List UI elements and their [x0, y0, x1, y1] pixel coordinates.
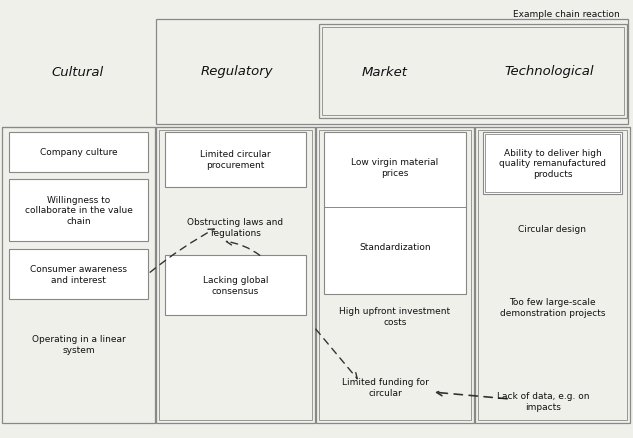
- Text: Operating in a linear
system: Operating in a linear system: [32, 335, 125, 354]
- Bar: [475, 128, 630, 423]
- Text: Obstructing laws and
regulations: Obstructing laws and regulations: [187, 218, 284, 237]
- Bar: [319, 131, 471, 420]
- Text: Limited funding for
circular: Limited funding for circular: [342, 378, 429, 397]
- Bar: [478, 131, 627, 420]
- Text: Technological: Technological: [505, 65, 594, 78]
- Bar: [322, 28, 624, 116]
- Text: Ability to deliver high
quality remanufactured
products: Ability to deliver high quality remanufa…: [499, 149, 606, 179]
- Bar: [319, 25, 627, 119]
- Text: Company culture: Company culture: [40, 148, 117, 157]
- Text: Low virgin material
prices: Low virgin material prices: [351, 158, 439, 177]
- Text: Regulatory: Regulatory: [201, 65, 273, 78]
- Text: Lacking global
consensus: Lacking global consensus: [203, 276, 268, 295]
- Bar: [2, 128, 155, 423]
- Text: Standardization: Standardization: [359, 243, 431, 252]
- Text: Consumer awareness
and interest: Consumer awareness and interest: [30, 265, 127, 284]
- Bar: [324, 133, 466, 294]
- Bar: [483, 133, 622, 194]
- Text: Cultural: Cultural: [52, 65, 104, 78]
- Text: Lack of data, e.g. on
impacts: Lack of data, e.g. on impacts: [497, 392, 589, 411]
- Bar: [9, 249, 148, 299]
- Bar: [485, 135, 620, 193]
- Text: Limited circular
procurement: Limited circular procurement: [200, 150, 271, 170]
- Bar: [9, 133, 148, 173]
- Bar: [156, 128, 315, 423]
- Text: Example chain reaction: Example chain reaction: [513, 10, 620, 19]
- Text: High upfront investment
costs: High upfront investment costs: [339, 307, 451, 326]
- Text: Circular design: Circular design: [518, 225, 587, 234]
- Text: Willingness to
collaborate in the value
chain: Willingness to collaborate in the value …: [25, 196, 132, 226]
- Text: Market: Market: [362, 65, 408, 78]
- Bar: [159, 131, 312, 420]
- Bar: [165, 133, 306, 187]
- Bar: [156, 20, 628, 125]
- Text: Too few large-scale
demonstration projects: Too few large-scale demonstration projec…: [499, 297, 605, 317]
- Bar: [9, 180, 148, 241]
- Bar: [165, 255, 306, 315]
- Bar: [316, 128, 474, 423]
